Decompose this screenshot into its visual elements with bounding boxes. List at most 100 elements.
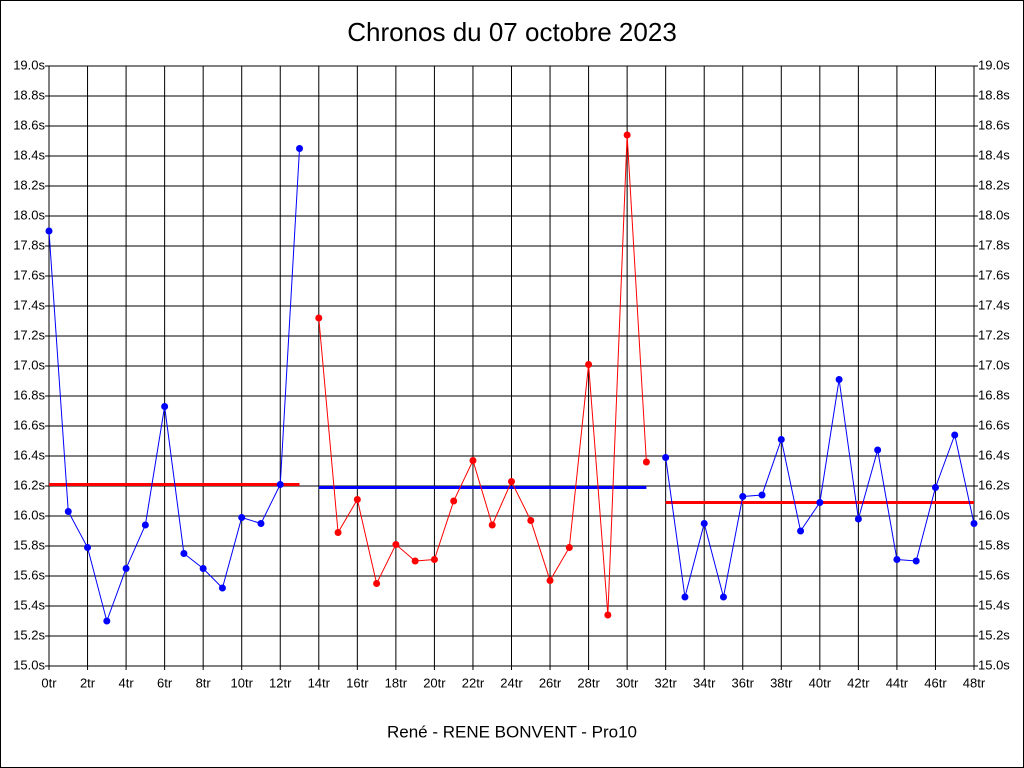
data-point <box>546 577 554 584</box>
data-point <box>585 361 593 368</box>
y-tick-label: 16.0s <box>13 507 45 522</box>
x-tick-label: 42tr <box>847 675 870 690</box>
x-tick-label: 12tr <box>269 675 292 690</box>
y2-tick-label: 17.0s <box>978 357 1010 372</box>
x-tick-label: 26tr <box>539 675 562 690</box>
data-point <box>64 508 72 515</box>
y2-tick-label: 17.4s <box>978 297 1010 312</box>
data-point <box>469 457 477 464</box>
y-tick-label: 17.4s <box>13 297 45 312</box>
x-tick-label: 2tr <box>80 675 96 690</box>
data-point <box>758 491 766 499</box>
x-tick-label: 6tr <box>157 675 173 690</box>
data-point <box>681 593 689 601</box>
x-tick-label: 8tr <box>196 675 212 690</box>
data-point <box>122 565 130 572</box>
data-point <box>508 478 515 485</box>
y2-tick-label: 18.8s <box>978 87 1010 102</box>
y2-tick-label: 18.4s <box>978 147 1010 162</box>
x-tick-label: 30tr <box>616 675 639 690</box>
data-point <box>373 580 381 587</box>
x-tick-label: 14tr <box>308 675 331 690</box>
y2-tick-label: 15.2s <box>978 627 1010 642</box>
data-point <box>777 436 785 443</box>
data-point <box>719 593 727 601</box>
plot-area <box>48 65 975 667</box>
data-point <box>565 544 573 551</box>
data-point <box>527 517 535 524</box>
x-tick-label: 10tr <box>231 675 254 690</box>
data-point <box>103 617 111 625</box>
x-tick-label: 16tr <box>346 675 369 690</box>
data-point <box>218 584 226 592</box>
data-point <box>970 520 978 527</box>
y2-tick-label: 15.0s <box>978 657 1010 672</box>
data-point <box>604 611 612 619</box>
x-tick-label: 44tr <box>886 675 909 690</box>
data-point <box>353 496 361 503</box>
data-point <box>450 497 458 505</box>
data-point <box>296 145 304 152</box>
data-point <box>180 550 188 557</box>
x-tick-label: 28tr <box>577 675 600 690</box>
data-point <box>931 484 939 491</box>
y-tick-label: 18.4s <box>13 147 45 162</box>
data-point <box>392 541 400 548</box>
x-axis-label: René - RENE BONVENT - Pro10 <box>387 722 637 741</box>
data-point <box>816 499 824 506</box>
data-point <box>45 227 53 235</box>
x-tick-label: 0tr <box>41 675 57 690</box>
chart-title: Chronos du 07 octobre 2023 <box>347 17 677 47</box>
y-tick-label: 15.0s <box>13 657 45 672</box>
y2-tick-label: 15.6s <box>978 567 1010 582</box>
y-tick-label: 16.8s <box>13 387 45 402</box>
data-point <box>430 556 438 563</box>
x-tick-label: 22tr <box>462 675 485 690</box>
y-tick-label: 17.8s <box>13 237 45 252</box>
y-tick-label: 15.6s <box>13 567 45 582</box>
x-tick-label: 18tr <box>385 675 408 690</box>
data-point <box>276 481 284 488</box>
y2-tick-label: 16.0s <box>978 507 1010 522</box>
y-tick-label: 19.0s <box>13 57 45 72</box>
y-tick-label: 16.2s <box>13 477 45 492</box>
x-tick-label: 20tr <box>423 675 446 690</box>
x-tick-label: 36tr <box>732 675 755 690</box>
y2-tick-label: 18.6s <box>978 117 1010 132</box>
y-tick-label: 16.4s <box>13 447 45 462</box>
y2-tick-label: 16.6s <box>978 417 1010 432</box>
y2-tick-label: 15.4s <box>978 597 1010 612</box>
x-tick-label: 24tr <box>500 675 523 690</box>
data-point <box>334 529 342 536</box>
y2-tick-label: 16.8s <box>978 387 1010 402</box>
data-point <box>874 446 882 454</box>
y-tick-label: 17.2s <box>13 327 45 342</box>
y-tick-label: 18.6s <box>13 117 45 132</box>
y2-tick-label: 17.8s <box>978 237 1010 252</box>
data-point <box>912 557 920 565</box>
y2-tick-label: 16.4s <box>978 447 1010 462</box>
data-point <box>257 520 265 527</box>
data-point <box>488 521 496 529</box>
y2-tick-label: 15.8s <box>978 537 1010 552</box>
series-line <box>318 134 647 616</box>
y-tick-label: 17.0s <box>13 357 45 372</box>
y-tick-label: 18.0s <box>13 207 45 222</box>
x-tick-label: 38tr <box>770 675 793 690</box>
data-point <box>835 376 843 383</box>
x-tick-label: 4tr <box>118 675 134 690</box>
data-point <box>951 431 959 439</box>
data-point <box>84 544 92 551</box>
x-tick-label: 46tr <box>924 675 947 690</box>
data-point <box>662 454 670 461</box>
y2-tick-label: 17.6s <box>978 267 1010 282</box>
data-point <box>893 556 901 563</box>
y2-tick-label: 18.2s <box>978 177 1010 192</box>
y-tick-label: 18.8s <box>13 87 45 102</box>
data-point <box>623 131 631 139</box>
data-point <box>797 527 805 535</box>
data-point <box>700 520 708 527</box>
x-tick-label: 34tr <box>693 675 716 690</box>
